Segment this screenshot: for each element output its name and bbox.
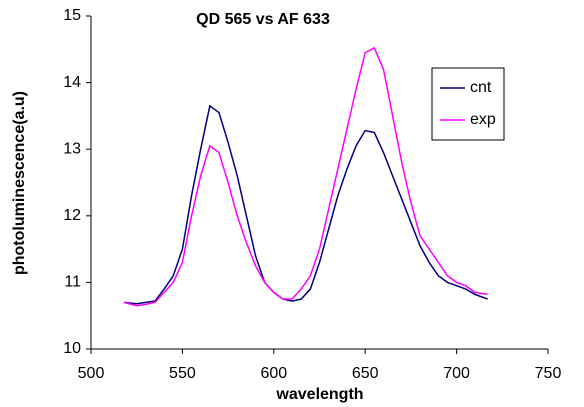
y-tick-label: 11 xyxy=(64,274,81,291)
y-tick-label: 10 xyxy=(63,340,81,357)
y-tick-label: 15 xyxy=(63,7,81,24)
x-axis-label: wavelength xyxy=(275,386,363,403)
y-tick-label: 14 xyxy=(63,74,81,91)
y-tick-label: 13 xyxy=(63,140,81,157)
x-tick-label: 550 xyxy=(169,365,196,382)
series-line xyxy=(123,46,488,307)
y-tick-label: 12 xyxy=(63,207,81,224)
x-tick-label: 600 xyxy=(260,365,287,382)
chart-title: QD 565 vs AF 633 xyxy=(196,11,330,28)
series-line xyxy=(123,104,488,305)
legend-box xyxy=(431,67,505,141)
x-tick-label: 500 xyxy=(78,365,105,382)
x-tick-label: 700 xyxy=(443,365,470,382)
legend-label: exp xyxy=(470,111,496,128)
y-axis-label: photoluminescence(a.u) xyxy=(11,91,28,275)
x-tick-label: 650 xyxy=(352,365,379,382)
legend-label: cnt xyxy=(470,79,492,96)
x-tick-label: 750 xyxy=(535,365,562,382)
